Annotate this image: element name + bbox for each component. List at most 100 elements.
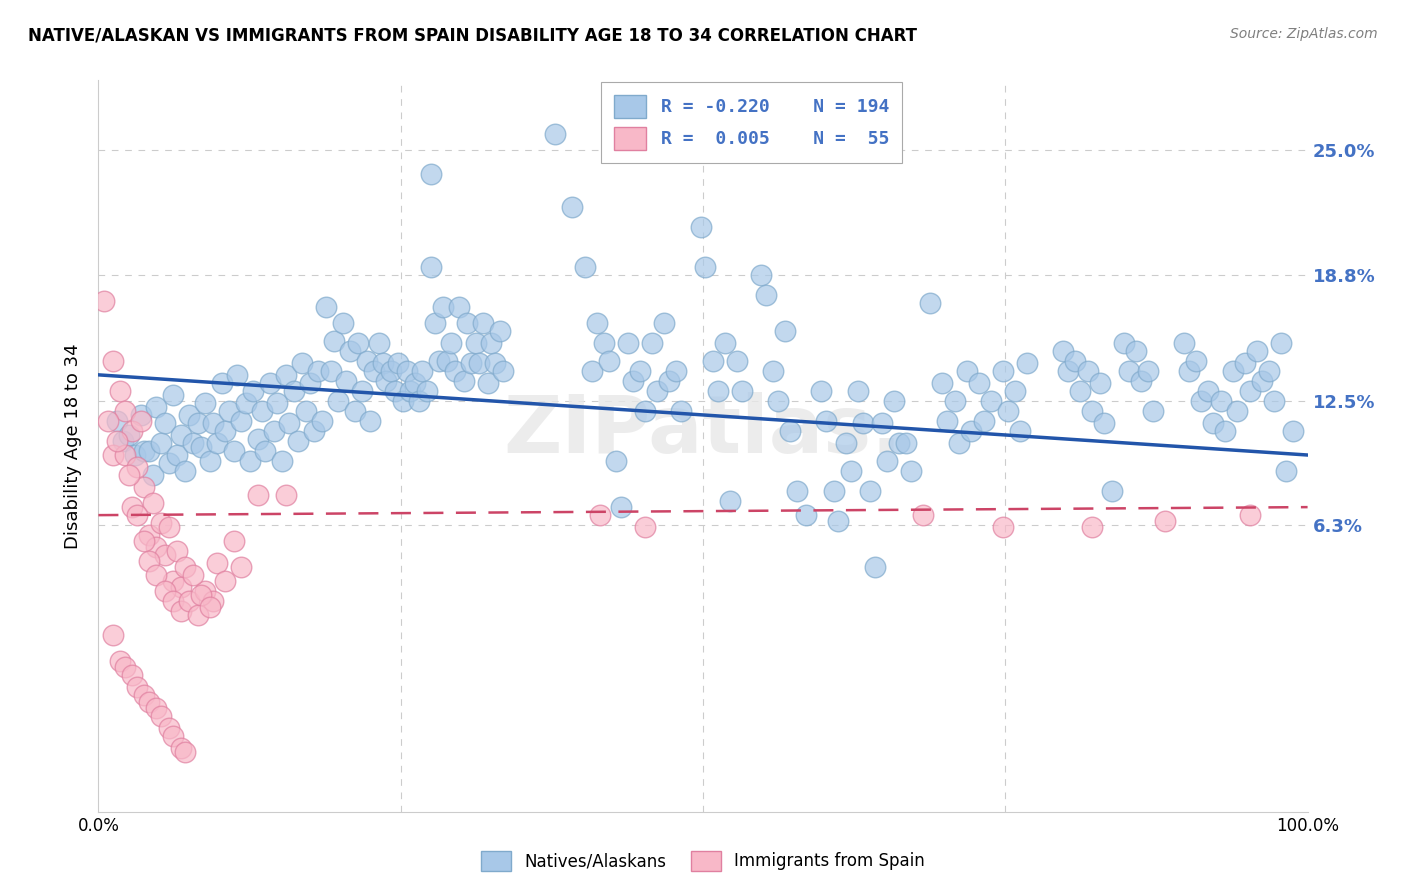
Point <box>1178 364 1201 378</box>
Point <box>931 376 953 390</box>
Point <box>222 534 245 549</box>
Point <box>93 293 115 308</box>
Point <box>1282 424 1305 438</box>
Point <box>852 416 875 430</box>
Point <box>166 448 188 462</box>
Point <box>229 414 252 428</box>
Point <box>1112 335 1135 350</box>
Point <box>967 376 990 390</box>
Point <box>218 404 240 418</box>
Point <box>815 414 838 428</box>
Point <box>706 384 728 398</box>
Point <box>254 444 277 458</box>
Point <box>290 356 312 370</box>
Point <box>169 604 191 618</box>
Point <box>134 444 156 458</box>
Point <box>456 316 478 330</box>
Point <box>991 520 1014 534</box>
Point <box>408 393 430 408</box>
Point <box>1052 343 1074 358</box>
Point <box>481 335 503 350</box>
Point <box>920 295 942 310</box>
Point <box>755 287 778 301</box>
Point <box>142 468 165 483</box>
Point <box>863 560 886 574</box>
Point <box>326 393 349 408</box>
Point <box>274 488 297 502</box>
Point <box>810 384 832 398</box>
Text: ZIPatlas.: ZIPatlas. <box>503 392 903 470</box>
Point <box>229 560 252 574</box>
Point <box>634 520 657 534</box>
Point <box>1101 484 1123 499</box>
Point <box>429 354 451 368</box>
Point <box>145 540 167 554</box>
Point <box>157 520 180 534</box>
Point <box>187 608 209 623</box>
Point <box>773 324 796 338</box>
Point <box>1215 424 1237 438</box>
Point <box>138 694 160 708</box>
Point <box>1081 520 1104 534</box>
Point <box>444 364 467 378</box>
Point <box>129 414 152 428</box>
Y-axis label: Disability Age 18 to 34: Disability Age 18 to 34 <box>65 343 83 549</box>
Point <box>1239 508 1261 523</box>
Point <box>114 660 136 674</box>
Point <box>411 364 433 378</box>
Point <box>153 416 176 430</box>
Point <box>121 668 143 682</box>
Point <box>876 454 898 468</box>
Point <box>561 200 583 214</box>
Point <box>138 554 160 568</box>
Point <box>263 424 285 438</box>
Point <box>762 364 785 378</box>
Point <box>598 354 620 368</box>
Point <box>484 356 506 370</box>
Point <box>447 300 470 314</box>
Point <box>1076 364 1098 378</box>
Point <box>283 384 305 398</box>
Point <box>652 316 675 330</box>
Point <box>266 396 288 410</box>
Point <box>883 393 905 408</box>
Point <box>323 334 346 348</box>
Point <box>134 480 156 494</box>
Point <box>138 444 160 458</box>
Legend: Natives/Alaskans, Immigrants from Spain: Natives/Alaskans, Immigrants from Spain <box>472 842 934 880</box>
Point <box>174 560 197 574</box>
Point <box>138 528 160 542</box>
Point <box>718 494 741 508</box>
Point <box>973 414 995 428</box>
Point <box>211 376 233 390</box>
Point <box>592 335 614 350</box>
Point <box>460 356 482 370</box>
Point <box>420 260 443 274</box>
Point <box>671 404 693 418</box>
Point <box>1118 364 1140 378</box>
Point <box>731 384 754 398</box>
Point <box>384 384 406 398</box>
Point <box>118 468 141 483</box>
Point <box>605 454 627 468</box>
Point <box>471 316 494 330</box>
Point <box>894 436 917 450</box>
Point <box>436 354 458 368</box>
Point <box>205 436 228 450</box>
Point <box>311 414 333 428</box>
Point <box>347 335 370 350</box>
Point <box>332 316 354 330</box>
Point <box>198 454 221 468</box>
Point <box>105 414 128 428</box>
Point <box>936 414 959 428</box>
Point <box>589 508 612 523</box>
Point <box>1008 424 1031 438</box>
Point <box>242 384 264 398</box>
Point <box>169 580 191 594</box>
Point <box>162 574 184 589</box>
Point <box>145 400 167 414</box>
Point <box>468 356 491 370</box>
Point <box>127 681 149 695</box>
Point <box>997 404 1019 418</box>
Point <box>127 460 149 475</box>
